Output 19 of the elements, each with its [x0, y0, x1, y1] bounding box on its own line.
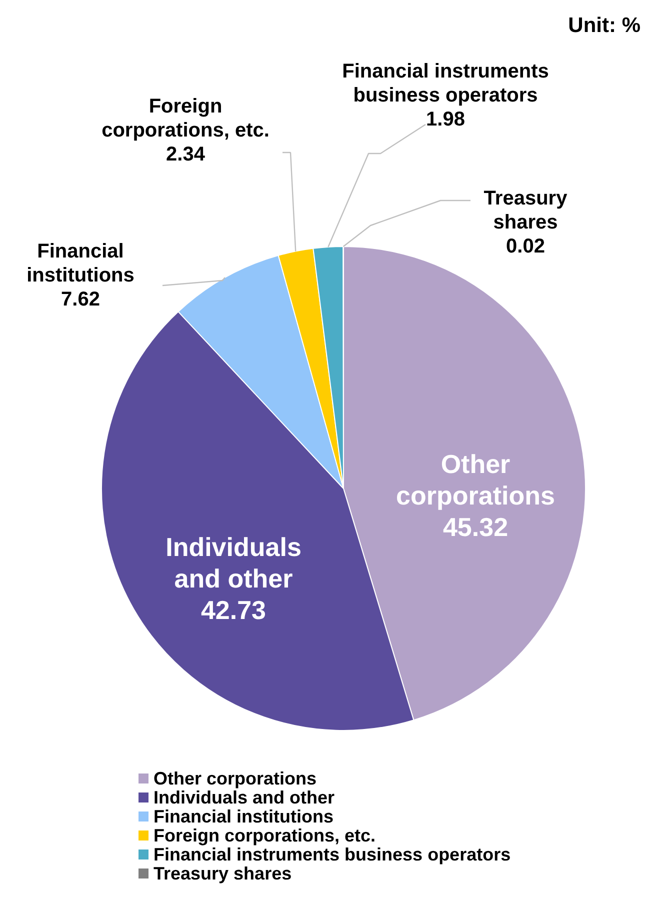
data-label: 7.62: [61, 288, 100, 311]
slice-label: Financial institutions: [26, 240, 134, 286]
legend-label: Other corporations: [154, 768, 317, 788]
text: Unit: %: [568, 14, 641, 37]
data-label: 1.98: [426, 108, 465, 131]
slice-label: Individuals and other: [166, 532, 302, 594]
slice-label: Other corporations: [396, 449, 555, 510]
data-label: 42.73: [200, 595, 266, 625]
legend-label: Foreign corporations, etc.: [154, 826, 376, 846]
slice-label: Treasury shares: [484, 187, 568, 234]
legend-label: Treasury shares: [154, 864, 292, 884]
legend-label: Financial instruments business operators: [154, 844, 511, 864]
legend-label: Individuals and other: [154, 788, 335, 808]
data-label: 2.34: [166, 144, 206, 166]
data-label: 0.02: [506, 236, 545, 258]
legend-label: Financial institutions: [154, 806, 334, 826]
data-label: 45.32: [442, 512, 508, 542]
slice-label: Foreign corporations, etc.: [102, 95, 270, 142]
slice-label: Financial instruments business operators: [342, 60, 549, 106]
